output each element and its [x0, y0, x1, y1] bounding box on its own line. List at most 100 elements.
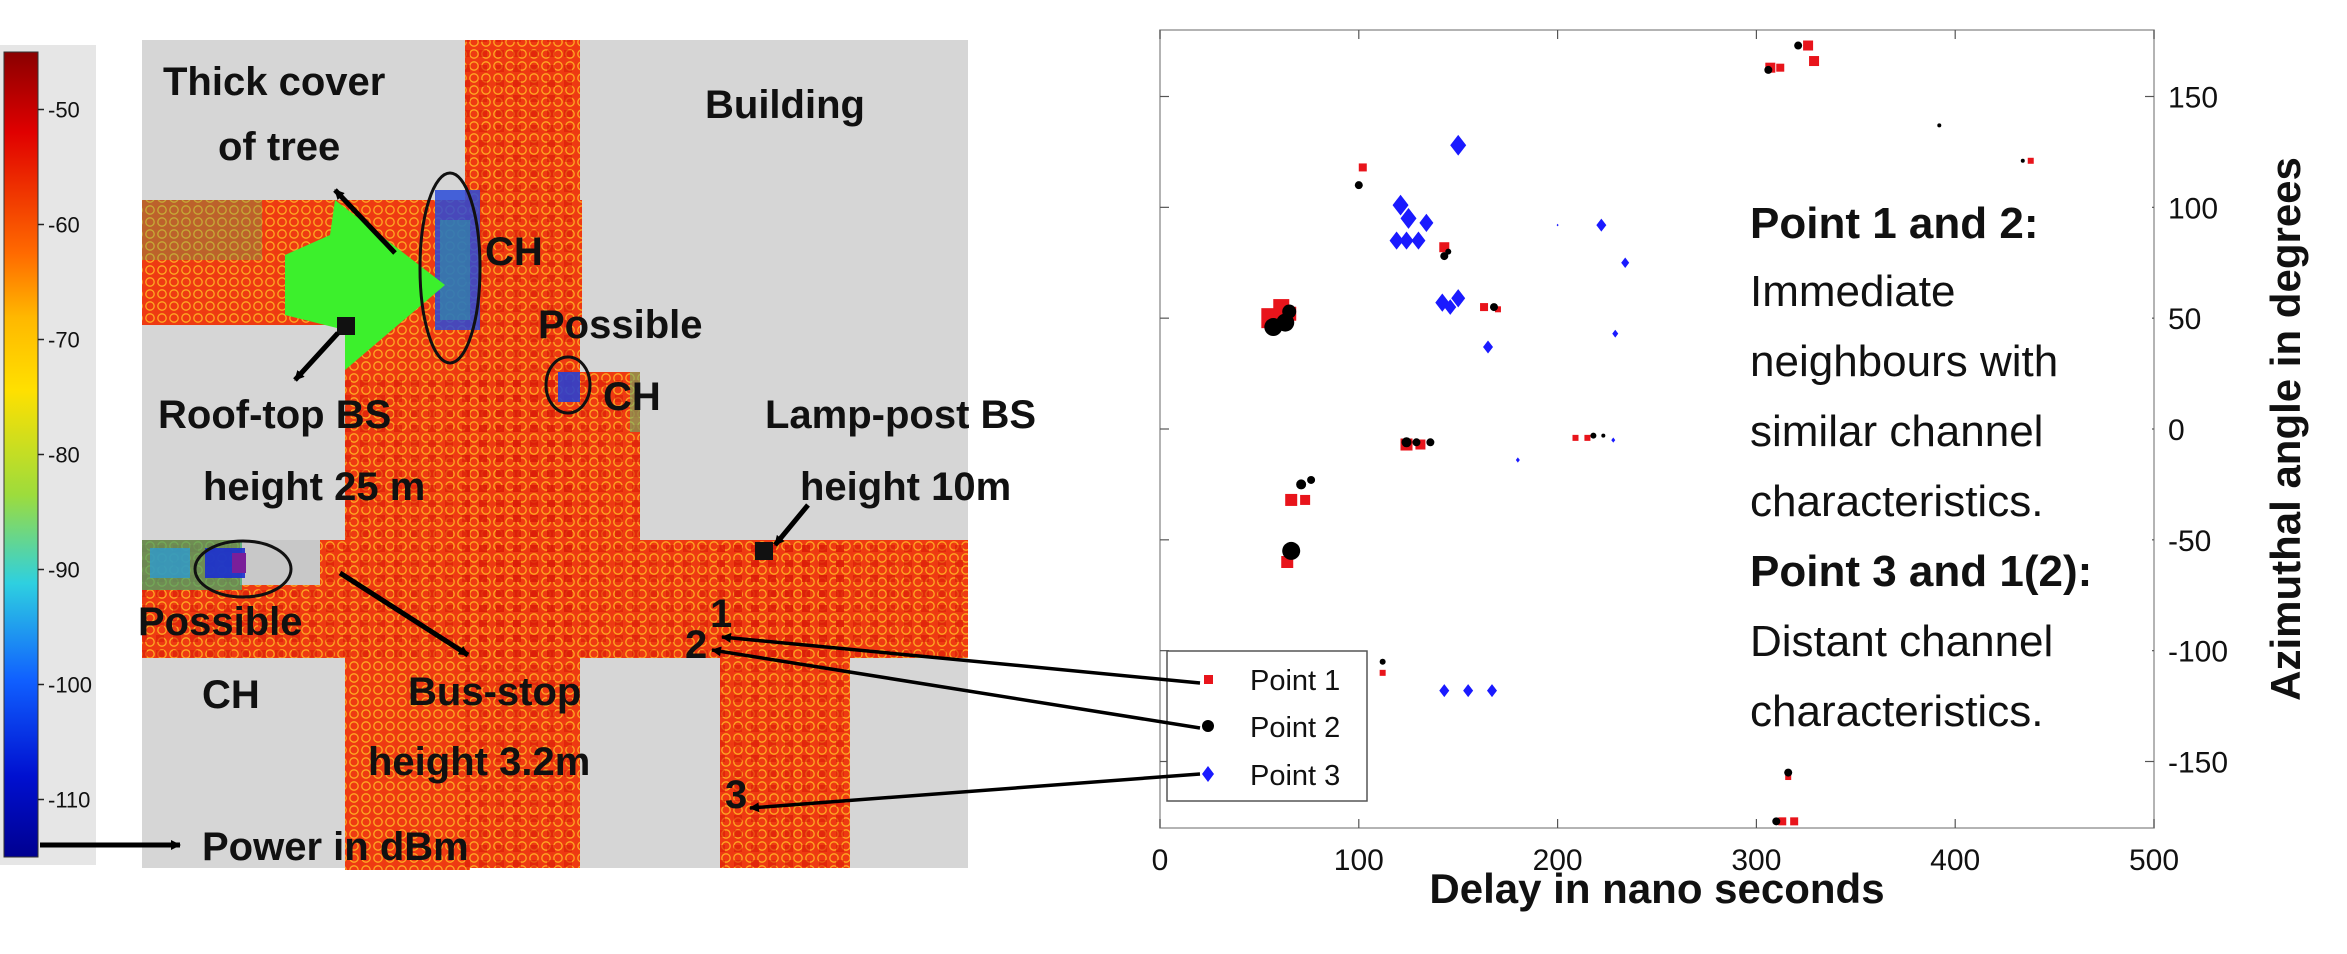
connector-arrows [711, 632, 1201, 813]
scatter-point-point-3 [1450, 134, 1467, 156]
scatter-point-point-2 [1937, 123, 1942, 128]
scatter-point-point-2 [1445, 248, 1452, 255]
annotation-line-1: Point 1 and 2: [1750, 199, 2038, 248]
colorbar-gradient [3, 51, 39, 858]
annotation-block: Point 1 and 2: Immediate neighbours with… [1742, 180, 2152, 740]
plot-points [1261, 40, 2034, 826]
ch-ellipse-right [544, 355, 592, 415]
scatter-point-point-1 [1415, 439, 1426, 450]
street-gap [240, 540, 320, 585]
scatter-point-point-3 [1411, 231, 1426, 250]
scatter-point-point-2 [1590, 432, 1597, 439]
label-point-1: 1 [710, 592, 732, 636]
legend-marker-point-3 [1202, 766, 1214, 782]
scatter-point-point-1 [1439, 242, 1450, 253]
connector-point-1 [721, 632, 1201, 685]
scatter-point-point-3 [1515, 457, 1520, 463]
scatter-point-point-3 [1400, 208, 1417, 229]
rooftop-bs-marker [337, 317, 355, 335]
colorbar-tick-label: -70 [48, 328, 80, 353]
busstop-arrow [338, 570, 470, 658]
connector-point-2 [711, 646, 1201, 730]
scatter-point-point-2 [1282, 541, 1301, 560]
x-tick-label: 500 [2129, 844, 2179, 877]
annotation-line-8: characteristics. [1750, 687, 2043, 736]
label-rooftop-1: Roof-top BS [158, 393, 391, 437]
map-labels: Thick cover of tree Building CH Possible… [138, 60, 1036, 869]
scatter-point-point-2 [1354, 181, 1363, 190]
label-rooftop-2: height 25 m [203, 465, 425, 509]
scatter-point-point-2 [1772, 817, 1781, 826]
x-axis-label: Delay in nano seconds [1429, 865, 1884, 912]
scatter-point-point-2 [1794, 41, 1803, 50]
scatter-point-point-2 [1601, 433, 1606, 438]
colorbar-tick-label: -50 [48, 98, 80, 123]
legend-marker-point-2 [1202, 720, 1214, 732]
scatter-point-point-3 [1596, 218, 1607, 232]
label-power: Power in dBm [202, 825, 469, 869]
scatter-point-point-3 [1419, 213, 1434, 232]
legend-marker-point-1 [1204, 675, 1213, 684]
lamppost-arrow [773, 503, 810, 547]
legend-box [1166, 650, 1368, 802]
scatter-point-point-3 [1611, 437, 1616, 443]
y-tick-label: 100 [2168, 192, 2218, 225]
label-building: Building [705, 83, 865, 127]
scatter-point-point-2 [1412, 438, 1421, 447]
scatter-point-point-1 [1776, 63, 1785, 72]
y-axis-label: Azimuthal angle in degrees [2262, 157, 2309, 701]
map-arrows [40, 188, 810, 850]
scatter-point-point-2 [1764, 65, 1773, 74]
scatter-point-point-1 [1778, 817, 1787, 826]
scatter-point-point-2 [1379, 658, 1386, 665]
scatter-point-point-3 [1451, 289, 1466, 308]
scatter-point-point-2 [1489, 303, 1498, 312]
scatter-point-point-1 [1572, 434, 1579, 441]
annotation-line-3: neighbours with [1750, 337, 2058, 386]
label-point-3: 3 [725, 773, 747, 817]
x-tick-label: 100 [1334, 844, 1384, 877]
colorbar-tick-label: -60 [48, 213, 80, 238]
legend-label-point-2: Point 2 [1250, 712, 1340, 744]
legend: Point 1 Point 2 Point 3 [1166, 650, 1368, 802]
scatter-point-point-3 [1556, 223, 1559, 227]
ch-ellipse-left [193, 539, 293, 599]
coverage-map: Thick cover of tree Building CH Possible… [40, 40, 1036, 870]
label-possible-right: Possible [538, 303, 703, 347]
scatter-point-point-3 [1483, 340, 1494, 354]
rooftop-arrow [293, 331, 340, 382]
colorbar-tick-label: -100 [48, 673, 92, 698]
scatter-point-point-3 [1612, 329, 1619, 338]
colorbar-tick-label: -110 [48, 788, 90, 813]
annotation-line-4: similar channel [1750, 407, 2043, 456]
scatter-point-point-2 [1282, 304, 1297, 319]
x-tick-label: 300 [1731, 844, 1781, 877]
annotation-line-5: characteristics. [1750, 477, 2043, 526]
lamppost-bs-marker [755, 542, 773, 560]
x-tick-label: 200 [1533, 844, 1583, 877]
scatter-point-point-3 [1389, 231, 1404, 250]
scatter-point-point-1 [1358, 163, 1367, 172]
label-ch-right: CH [603, 375, 661, 419]
scatter-point-point-2 [1307, 475, 1316, 484]
scatter-point-point-3 [1392, 194, 1409, 216]
label-thick-cover-2: of tree [218, 125, 340, 169]
scatter-point-point-3 [1435, 293, 1450, 312]
label-possible-left: Possible [138, 600, 303, 644]
x-tick-label: 0 [1152, 844, 1169, 877]
legend-label-point-3: Point 3 [1250, 760, 1340, 792]
scatter-point-point-1 [1285, 493, 1298, 506]
label-ch-top: CH [485, 230, 543, 274]
scatter-point-point-3 [1444, 299, 1457, 315]
scatter-point-point-2 [1784, 768, 1793, 777]
y-tick-label: -50 [2168, 525, 2211, 558]
legend-label-point-1: Point 1 [1250, 665, 1340, 697]
scatter-point-point-2 [1440, 252, 1449, 261]
scatter-point-point-1 [1379, 669, 1386, 676]
scatter-point-point-1 [1480, 303, 1489, 312]
scatter-point-point-1 [1803, 40, 1814, 51]
scatter-point-point-1 [1584, 434, 1591, 441]
y-tick-label: -150 [2168, 747, 2228, 780]
